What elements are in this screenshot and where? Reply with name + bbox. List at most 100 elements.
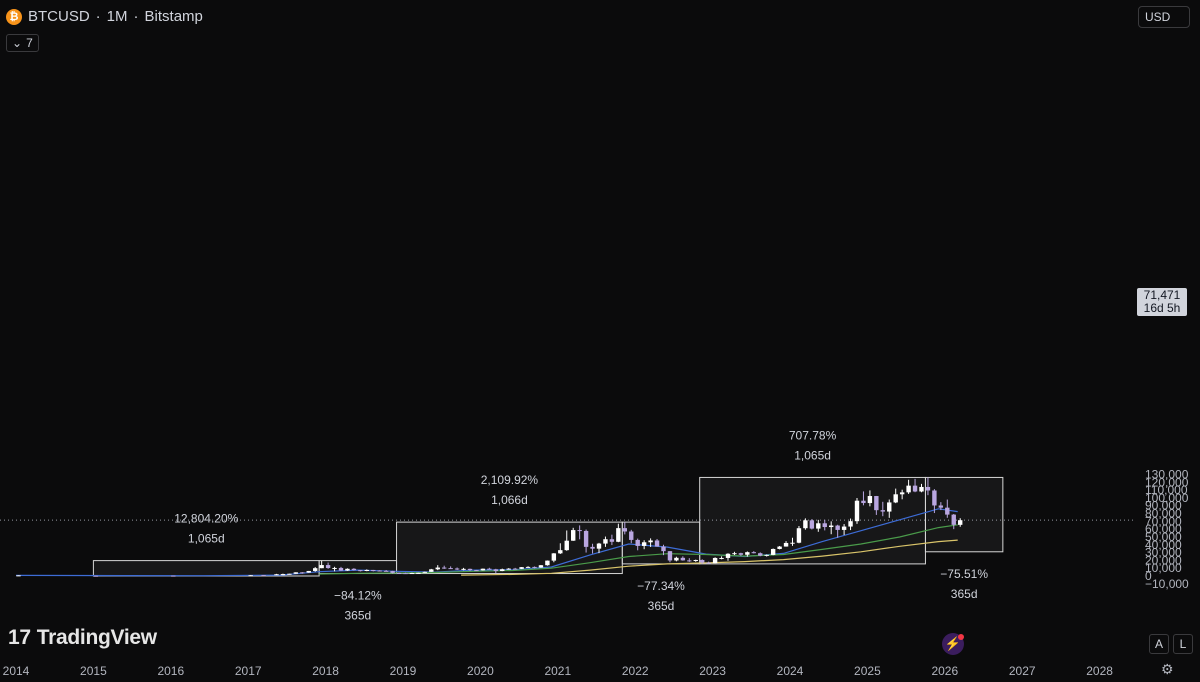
candle-body	[319, 565, 324, 569]
candle-body	[635, 539, 640, 546]
candle-body	[848, 521, 853, 527]
candle-body	[925, 486, 931, 491]
candle-body	[564, 540, 569, 551]
currency-selector[interactable]: USD	[1138, 6, 1190, 28]
time-axis-label: 2028	[1086, 664, 1113, 678]
candle-body	[332, 567, 337, 569]
tradingview-mark-icon: 17	[8, 626, 31, 649]
price-axis-label: 50,000	[1145, 530, 1182, 544]
candle-body	[16, 575, 21, 577]
candle-body	[358, 570, 363, 572]
time-axis-label: 2020	[467, 664, 494, 678]
indicator-count: 7	[26, 36, 33, 50]
candle-body	[693, 559, 698, 561]
candle-body	[512, 568, 518, 570]
candle-body	[809, 520, 815, 529]
candle-body	[854, 500, 860, 522]
candle-body	[371, 569, 376, 571]
price-axis-label: 20,000	[1145, 553, 1182, 567]
candle-body	[629, 531, 634, 540]
range-box	[621, 521, 701, 565]
bar-countdown: 16d 5h	[1143, 301, 1181, 315]
candle-body	[409, 573, 415, 575]
candle-body	[287, 573, 292, 575]
candle-body	[442, 567, 447, 569]
time-axis-label: 2027	[1009, 664, 1036, 678]
range-box-change-label: 12,804.20%	[174, 512, 238, 526]
candle-body	[790, 542, 795, 544]
candle-body	[300, 572, 305, 574]
range-box-duration-label: 365d	[951, 587, 978, 601]
candle-body	[248, 575, 253, 577]
candle-body	[745, 552, 750, 555]
time-axis-label: 2015	[80, 664, 107, 678]
symbol-header[interactable]: ₿ BTCUSD · 1M · Bitstamp	[6, 8, 203, 25]
candle-body	[641, 542, 647, 546]
candle-body	[867, 496, 873, 504]
candle-body	[306, 570, 311, 573]
candle-body	[596, 543, 602, 549]
range-box-duration-label: 365d	[344, 609, 371, 623]
candle-body	[396, 572, 402, 574]
candle-body	[364, 569, 369, 572]
candle-body	[571, 530, 576, 541]
auto-scale-button[interactable]: A	[1149, 634, 1169, 654]
candle-body	[583, 530, 589, 547]
candle-body	[738, 553, 744, 555]
time-axis-label: 2024	[777, 664, 804, 678]
moving-average-line-green	[319, 524, 958, 575]
candle-body	[648, 540, 653, 543]
candle-body	[861, 500, 866, 504]
price-axis-label: 30,000	[1145, 546, 1182, 560]
candle-body	[654, 540, 660, 547]
candle-body	[667, 551, 673, 561]
range-box	[92, 560, 320, 577]
candle-body	[603, 539, 608, 544]
candle-body	[880, 510, 885, 512]
candle-body	[661, 546, 666, 552]
range-box-duration-label: 1,065d	[794, 448, 831, 462]
price-axis-label: 100,000	[1145, 491, 1189, 505]
log-scale-button[interactable]: L	[1173, 634, 1193, 654]
time-axis-label: 2023	[699, 664, 726, 678]
last-price-label: 71,471 16d 5h	[1137, 288, 1187, 316]
candle-body	[841, 526, 847, 530]
range-box-change-label: −77.34%	[637, 579, 685, 593]
symbol-name: BTCUSD	[28, 8, 90, 25]
candle-body	[422, 571, 428, 573]
candle-body	[493, 569, 498, 572]
brand-name: TradingView	[36, 626, 157, 649]
candle-body	[558, 550, 563, 554]
candle-body	[783, 542, 789, 547]
candle-body	[906, 485, 911, 493]
candle-body	[777, 546, 782, 549]
notification-dot	[958, 634, 964, 640]
tradingview-logo[interactable]: 17 TradingView	[8, 626, 157, 650]
candle-body	[687, 560, 692, 562]
candle-body	[532, 566, 537, 568]
candle-body	[577, 530, 582, 532]
separator-dot: ·	[95, 8, 101, 25]
candle-body	[480, 568, 486, 571]
candle-body	[680, 557, 686, 561]
price-axis-label: 70,000	[1145, 514, 1182, 528]
candle-body	[454, 568, 460, 570]
candle-body	[525, 566, 531, 568]
candle-body	[351, 568, 357, 571]
moving-average-line-yellow	[461, 539, 958, 576]
price-axis-label: −10,000	[1145, 577, 1189, 591]
candle-body	[887, 502, 892, 512]
candle-body	[377, 570, 382, 572]
candle-body	[706, 562, 711, 564]
candle-body	[293, 572, 299, 574]
candle-body	[590, 546, 595, 549]
candle-body	[487, 568, 492, 570]
candle-body	[93, 575, 99, 577]
candle-body	[725, 553, 731, 558]
price-axis-label: 130,000	[1145, 467, 1189, 481]
settings-gear-icon[interactable]: ⚙	[1161, 661, 1174, 677]
time-axis-label: 2016	[157, 664, 184, 678]
indicators-toggle[interactable]: ⌄ 7	[6, 34, 39, 52]
price-axis-label: 80,000	[1145, 507, 1182, 521]
